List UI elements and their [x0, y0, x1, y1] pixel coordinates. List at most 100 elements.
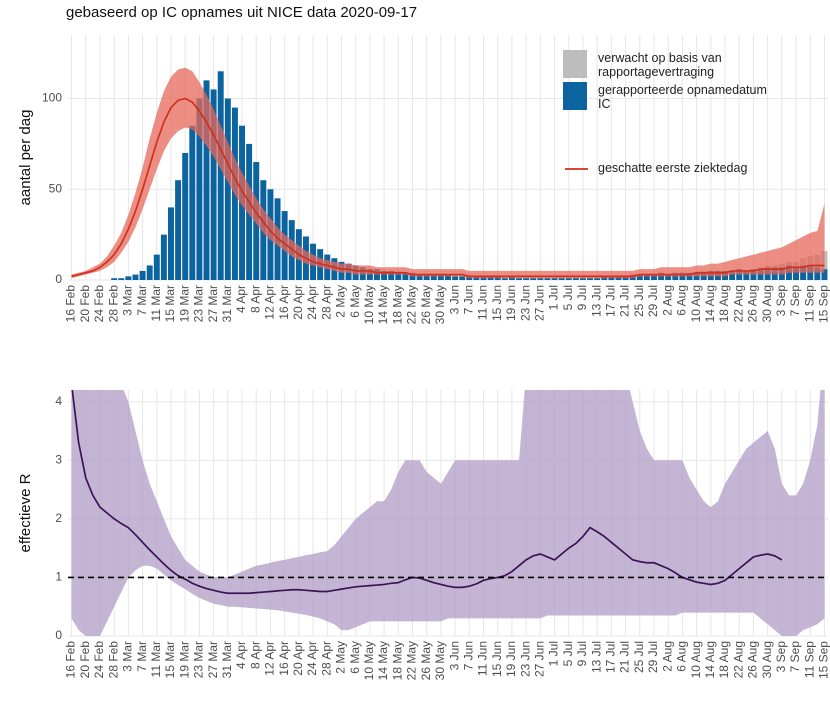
line [71, 97, 825, 278]
x-tick-label: 27 Jun [533, 285, 547, 321]
bar [381, 270, 388, 280]
bar [402, 272, 409, 280]
x-tick-label: 10 May [362, 285, 376, 324]
bar [175, 180, 182, 280]
bar [139, 270, 146, 280]
x-tick-label: 22 May [405, 641, 419, 680]
bar [153, 254, 160, 280]
bar [388, 270, 395, 280]
x-tick-label: 12 Apr [263, 285, 277, 320]
confidence-band [71, 390, 825, 636]
x-tick-label: 2 Aug [660, 641, 674, 672]
y-tick-label: 50 [49, 181, 63, 195]
legend-label: verwacht op basis van rapportagevertragi… [598, 51, 722, 79]
x-tick-label: 15 Mar [163, 641, 177, 678]
x-tick-label: 28 Apr [319, 285, 333, 320]
x-tick-label: 18 Aug [717, 285, 731, 322]
x-tick-label: 15 Sep [817, 285, 830, 323]
x-tick-label: 18 May [390, 641, 404, 680]
y-tick-label: 0 [55, 628, 62, 642]
legend-swatch [563, 50, 587, 78]
x-tick-label: 21 Jul [618, 285, 632, 317]
x-tick-label: 26 May [419, 285, 433, 324]
bar [132, 274, 139, 280]
bar [416, 274, 423, 280]
x-tick-label: 3 Jun [447, 285, 461, 314]
y-axis-label: effectieve R [17, 473, 34, 552]
bar [430, 274, 437, 280]
x-tick-label: 26 May [419, 641, 433, 680]
x-tick-label: 3 Jun [447, 641, 461, 670]
x-tick-label: 28 Apr [319, 641, 333, 676]
bar [182, 152, 189, 280]
x-tick-label: 31 Mar [220, 285, 234, 322]
x-tick-label: 8 Apr [248, 641, 262, 669]
bar [118, 278, 125, 280]
x-tick-label: 23 Jun [518, 641, 532, 677]
x-tick-label: 7 Jun [461, 641, 475, 670]
bar [168, 207, 174, 280]
x-tick-label: 14 Aug [703, 641, 717, 678]
x-tick-label: 7 Sep [788, 285, 802, 317]
x-tick-label: 13 Jul [589, 641, 603, 673]
x-tick-label: 3 Mar [121, 285, 135, 316]
x-tick-label: 20 Apr [291, 641, 305, 676]
chart-title: gebaseerd op IC opnames uit NICE data 20… [66, 4, 417, 21]
x-tick-label: 20 Feb [78, 641, 92, 679]
bar [523, 278, 530, 280]
bar [743, 270, 750, 280]
x-tick-label: 10 Aug [689, 285, 703, 322]
x-tick-label: 27 Mar [206, 285, 220, 322]
x-tick-label: 7 Jun [461, 285, 475, 314]
bar [587, 278, 594, 280]
y-tick-label: 3 [55, 452, 62, 466]
bar [437, 274, 444, 280]
x-tick-label: 20 Apr [291, 285, 305, 320]
bar [565, 278, 572, 280]
x-tick-label: 5 Jul [561, 285, 575, 310]
bar [821, 269, 828, 280]
x-tick-label: 2 May [334, 285, 348, 318]
x-tick-label: 24 Apr [305, 641, 319, 676]
x-tick-label: 25 Jul [632, 285, 646, 317]
y-tick-label: 100 [42, 91, 62, 105]
bar [189, 125, 196, 280]
legend-swatch [563, 82, 587, 110]
y-tick-label: 4 [55, 394, 62, 408]
bar [516, 278, 523, 280]
x-tick-label: 17 Jul [604, 285, 618, 317]
x-tick-label: 13 Jul [589, 285, 603, 317]
x-tick-label: 23 Mar [192, 641, 206, 678]
x-tick-label: 26 Aug [746, 285, 760, 322]
bar [636, 274, 643, 280]
x-tick-label: 22 Aug [731, 641, 745, 678]
x-tick-label: 11 Mar [149, 641, 163, 677]
x-tick-label: 9 Jul [575, 641, 589, 666]
bar [793, 267, 800, 280]
legend-label: geschatte eerste ziektedag [598, 161, 748, 175]
x-tick-label: 7 Mar [135, 641, 149, 672]
x-tick-label: 14 May [376, 641, 390, 680]
x-tick-label: 6 Aug [675, 285, 689, 316]
x-tick-label: 16 Feb [64, 285, 78, 323]
x-tick-label: 5 Jul [561, 641, 575, 666]
line [71, 390, 783, 595]
x-tick-label: 30 Aug [760, 285, 774, 322]
bar [146, 265, 153, 280]
bar [224, 98, 231, 280]
x-tick-label: 30 May [433, 285, 447, 324]
x-tick-label: 24 Feb [92, 641, 106, 679]
x-tick-label: 27 Mar [206, 641, 220, 678]
x-tick-label: 15 Sep [817, 641, 830, 679]
bar [814, 267, 821, 280]
x-tick-label: 22 Aug [731, 285, 745, 322]
x-tick-label: 19 Jun [504, 285, 518, 321]
x-tick-label: 8 Apr [248, 285, 262, 313]
x-tick-label: 29 Jul [646, 641, 660, 673]
x-tick-label: 22 May [405, 285, 419, 324]
bar [203, 80, 210, 280]
x-tick-label: 7 Mar [135, 285, 149, 316]
x-tick-label: 30 Aug [760, 641, 774, 678]
x-tick-label: 28 Feb [106, 641, 120, 679]
x-tick-label: 6 May [348, 641, 362, 674]
